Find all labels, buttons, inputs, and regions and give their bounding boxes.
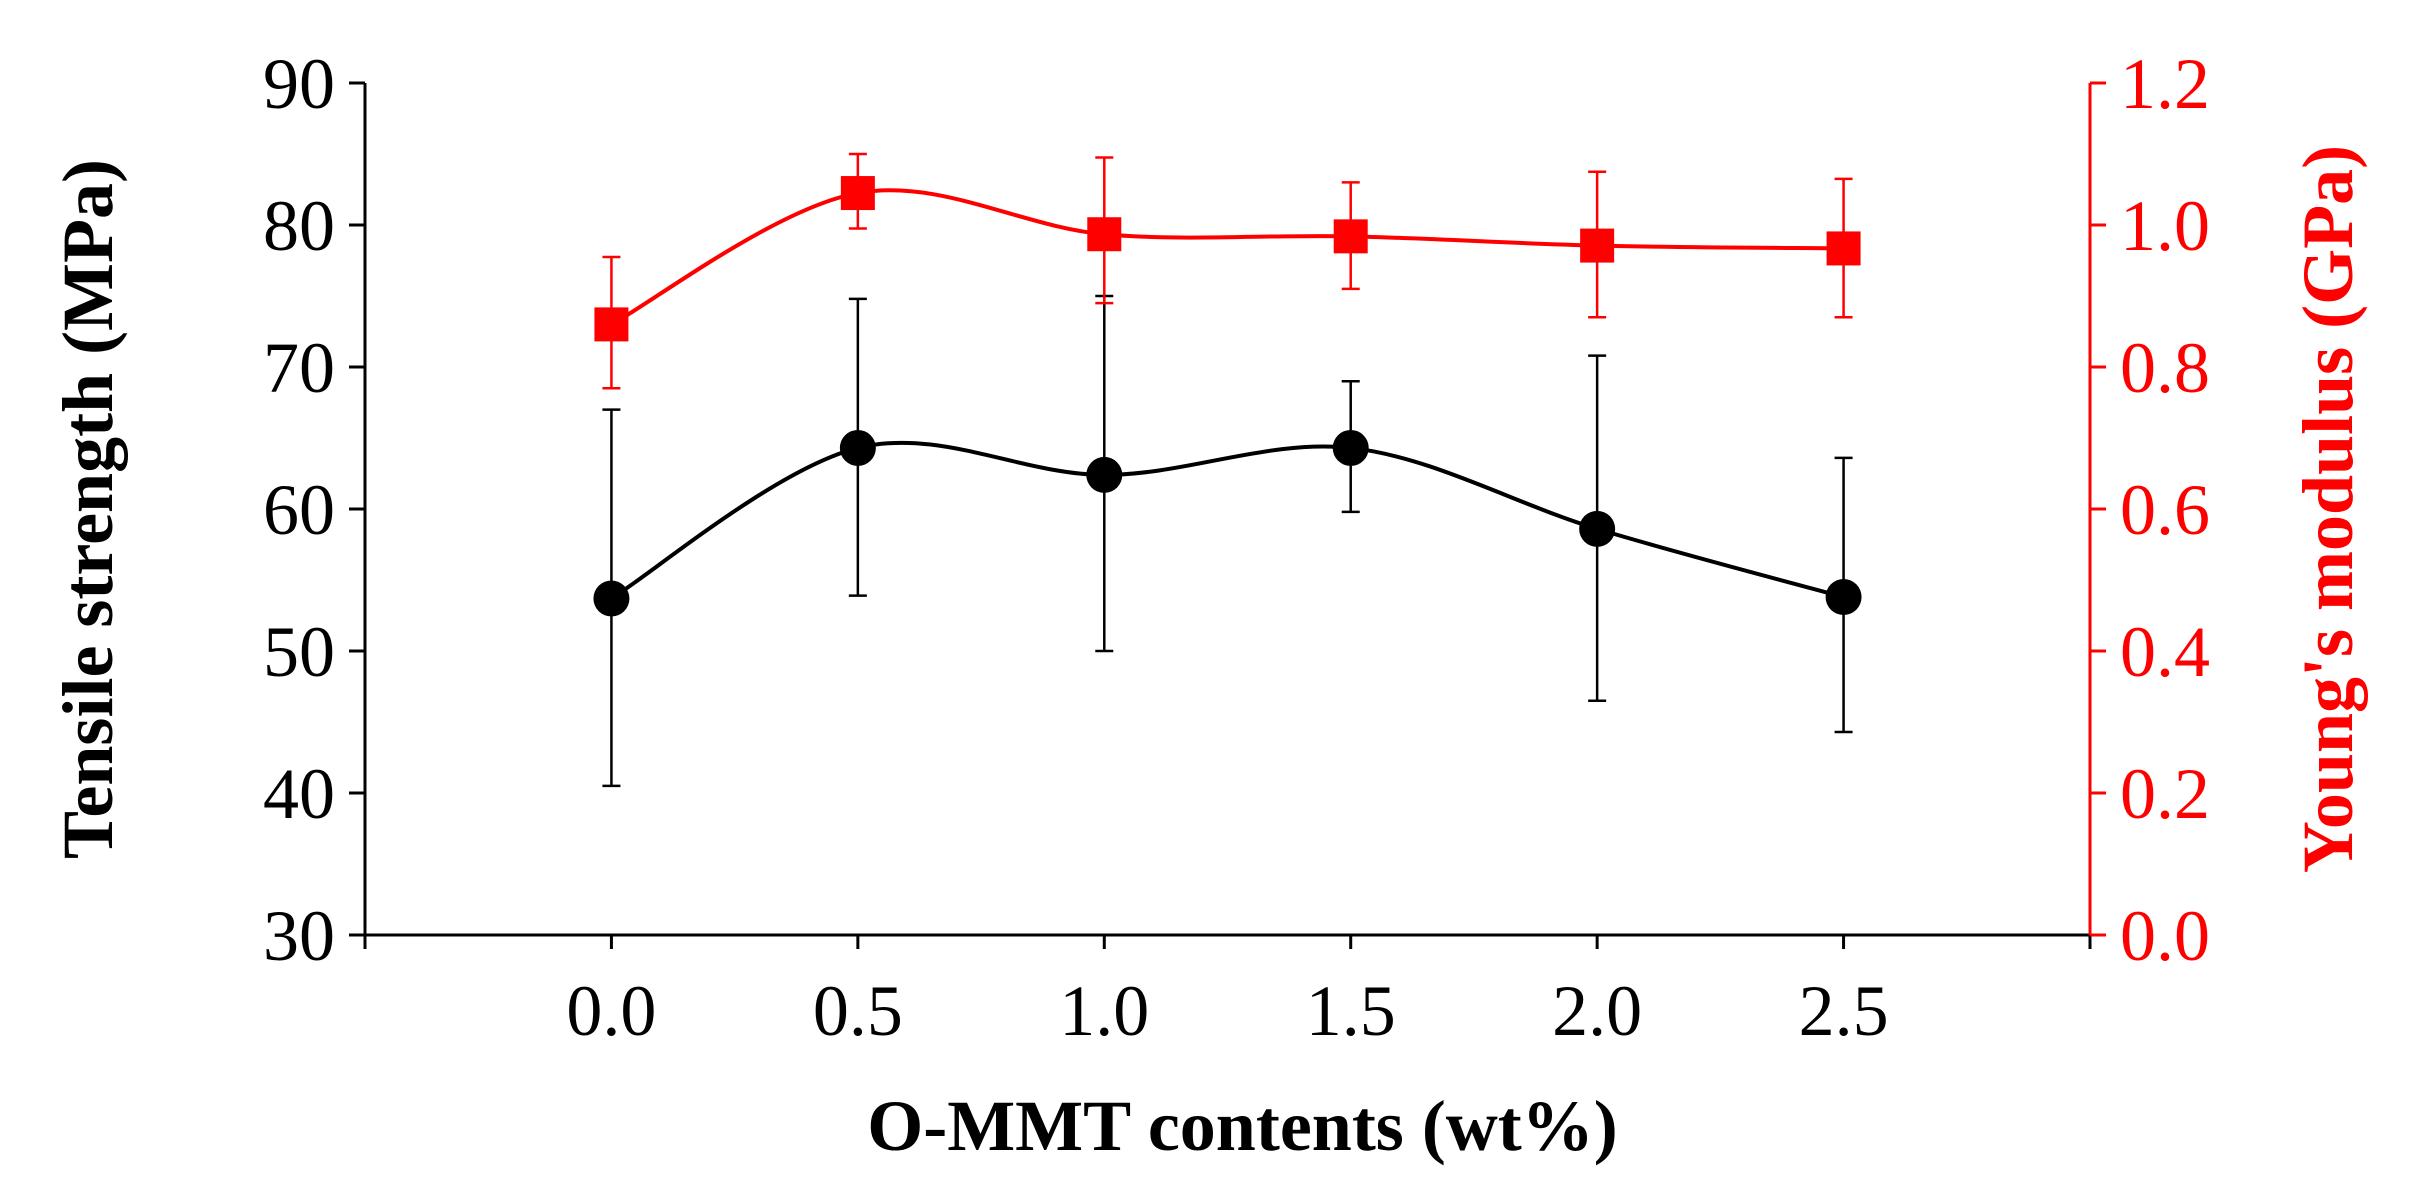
y-tick-label-left: 90	[263, 44, 335, 124]
data-point-modulus	[1580, 228, 1615, 263]
x-tick-label: 0.5	[813, 971, 903, 1051]
y-tick-label-left: 70	[263, 328, 335, 408]
y-tick-label-right: 0.0	[2120, 896, 2210, 976]
series-tensile	[593, 294, 1862, 788]
y-tick-label-right: 1.2	[2120, 44, 2210, 124]
data-point-modulus	[1333, 219, 1368, 254]
axes-layer	[349, 81, 2106, 949]
y-tick-label-right: 0.6	[2120, 470, 2210, 550]
y-tick-label-right: 0.2	[2120, 754, 2210, 834]
y-tick-label-right: 1.0	[2120, 186, 2210, 266]
x-tick-label: 1.5	[1306, 971, 1396, 1051]
y-tick-label-right: 0.4	[2120, 612, 2210, 692]
x-tick-label: 1.0	[1059, 971, 1149, 1051]
series-modulus	[594, 152, 1861, 390]
data-point-tensile	[839, 429, 876, 466]
y-axis-right-title: Young's modulus (GPa)	[2288, 145, 2368, 873]
labels-layer: 0.0 0.5 1.0 1.5 2.0 2.5 30 40 50 60 70 80 90 0.0 0.2 0.…	[48, 44, 2368, 1166]
x-tick-label: 0.0	[566, 971, 656, 1051]
data-point-tensile	[1086, 456, 1123, 493]
data-point-tensile	[1825, 579, 1862, 616]
series-line-tensile	[610, 440, 1845, 601]
data-point-modulus	[840, 176, 875, 211]
y-tick-label-right: 0.8	[2120, 328, 2210, 408]
data-point-tensile	[593, 580, 630, 617]
series-line-modulus	[610, 188, 1844, 327]
y-axis-left-title: Tensile strength (MPa)	[48, 159, 128, 859]
y-tick-label-left: 80	[263, 186, 335, 266]
y-tick-label-left: 40	[263, 754, 335, 834]
x-tick-label: 2.0	[1552, 971, 1642, 1051]
data-point-modulus	[594, 307, 629, 342]
series-layer	[593, 152, 1862, 788]
data-point-modulus	[1087, 217, 1122, 252]
x-axis-title: O-MMT contents (wt%)	[867, 1086, 1618, 1166]
y-tick-label-left: 50	[263, 612, 335, 692]
y-tick-label-left: 60	[263, 470, 335, 550]
data-point-tensile	[1332, 429, 1369, 466]
data-point-tensile	[1579, 510, 1616, 547]
data-point-modulus	[1826, 231, 1861, 266]
y-tick-label-left: 30	[263, 896, 335, 976]
x-tick-label: 2.5	[1799, 971, 1889, 1051]
